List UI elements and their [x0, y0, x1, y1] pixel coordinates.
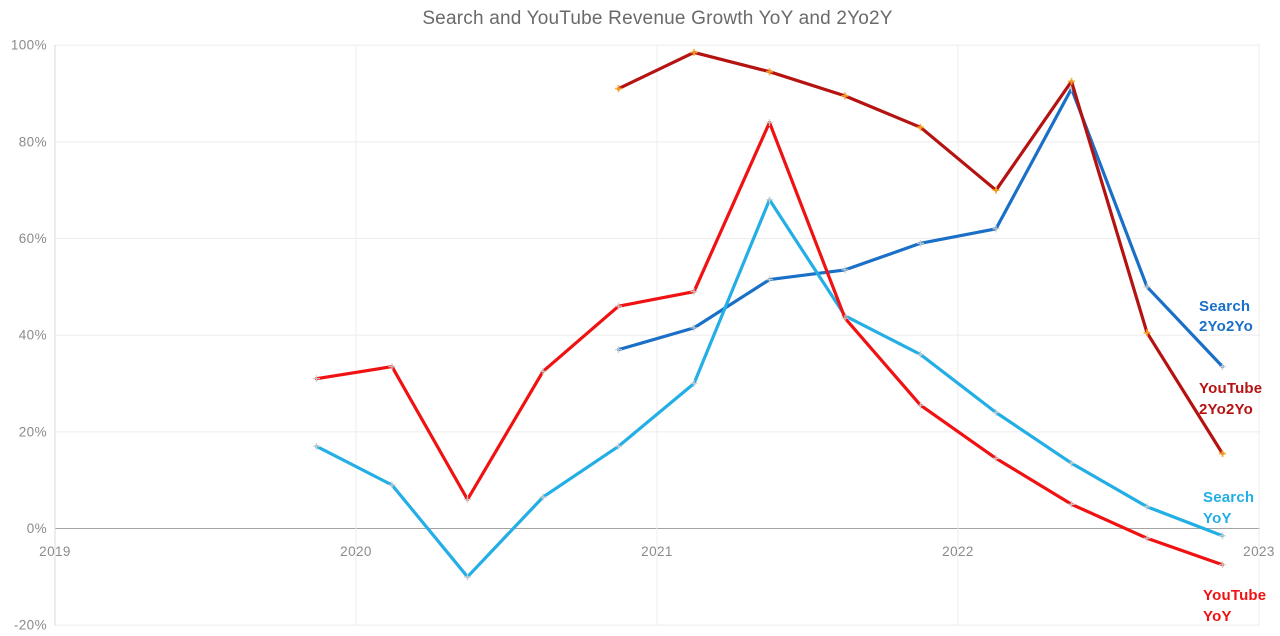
data-point-marker	[690, 48, 698, 56]
data-point-marker	[539, 493, 547, 501]
data-point-marker	[313, 442, 320, 450]
x-tick-label-2023: 2023	[1243, 544, 1275, 559]
data-point-marker	[992, 454, 1000, 462]
data-point-marker	[992, 225, 1000, 233]
data-point-marker	[690, 379, 698, 387]
data-point-marker	[615, 346, 622, 354]
data-point-marker	[766, 68, 773, 76]
data-point-marker	[1143, 283, 1151, 291]
data-point-marker	[917, 123, 924, 131]
data-point-marker	[539, 367, 547, 375]
data-point-marker	[388, 481, 396, 489]
data-point-marker	[464, 495, 471, 503]
data-point-marker	[1219, 532, 1226, 540]
data-point-marker	[615, 442, 622, 450]
data-point-marker	[1219, 363, 1226, 371]
data-point-marker	[841, 92, 849, 100]
data-point-marker	[1219, 561, 1226, 569]
data-point-marker	[766, 276, 773, 284]
data-point-marker	[917, 401, 924, 409]
data-point-marker	[690, 288, 698, 296]
series-label-search-yoy: Search YoY	[1203, 489, 1254, 527]
series-markers-search-2yo2yo	[615, 85, 1226, 371]
series-label-search-2yo2yo: Search 2Yo2Yo	[1199, 298, 1253, 335]
data-point-marker	[917, 350, 924, 358]
series-label-youtube-yoy: YouTube YoY	[1203, 587, 1266, 625]
data-point-marker	[615, 302, 622, 310]
data-point-marker	[1068, 77, 1075, 85]
series-markers-youtube-2yo2yo	[615, 48, 1226, 458]
y-tick-label-0: 0%	[27, 521, 47, 536]
series-markers-search-yoy	[313, 196, 1226, 581]
data-point-marker	[615, 85, 622, 93]
y-tick-label-100: 100%	[11, 38, 47, 53]
data-point-marker	[1219, 450, 1226, 458]
data-point-marker	[1068, 459, 1075, 467]
series-line-search-yoy	[314, 198, 1225, 579]
data-point-marker	[388, 363, 396, 371]
x-tick-label-2021: 2021	[641, 544, 673, 559]
x-tick-label-2022: 2022	[942, 544, 974, 559]
y-tick-label--20: -20%	[14, 618, 47, 633]
data-point-marker	[917, 239, 924, 247]
data-point-marker	[766, 118, 773, 126]
series-markers-youtube-yoy	[313, 118, 1226, 569]
data-point-marker	[1143, 503, 1151, 511]
y-tick-label-20: 20%	[19, 424, 47, 439]
series-line-youtube-2yo2yo	[616, 50, 1225, 456]
data-point-marker	[1068, 500, 1075, 508]
series-label-youtube-2yo2yo: YouTube 2Yo2Yo	[1199, 380, 1262, 418]
data-point-marker	[766, 196, 773, 204]
x-tick-label-2019: 2019	[39, 544, 71, 559]
data-point-marker	[464, 573, 471, 581]
data-point-marker	[1143, 329, 1151, 337]
y-tick-label-40: 40%	[19, 328, 47, 343]
y-tick-label-60: 60%	[19, 231, 47, 246]
data-point-marker	[992, 408, 1000, 416]
data-point-marker	[313, 375, 320, 383]
x-tick-label-2020: 2020	[340, 544, 372, 559]
data-point-marker	[841, 266, 849, 274]
y-tick-label-80: 80%	[19, 134, 47, 149]
data-point-marker	[1143, 534, 1151, 542]
series-line-youtube-yoy	[314, 120, 1225, 567]
data-point-marker	[690, 324, 698, 332]
data-point-marker	[992, 186, 1000, 194]
chart-title: Search and YouTube Revenue Growth YoY an…	[422, 8, 893, 29]
data-point-marker	[841, 314, 849, 322]
